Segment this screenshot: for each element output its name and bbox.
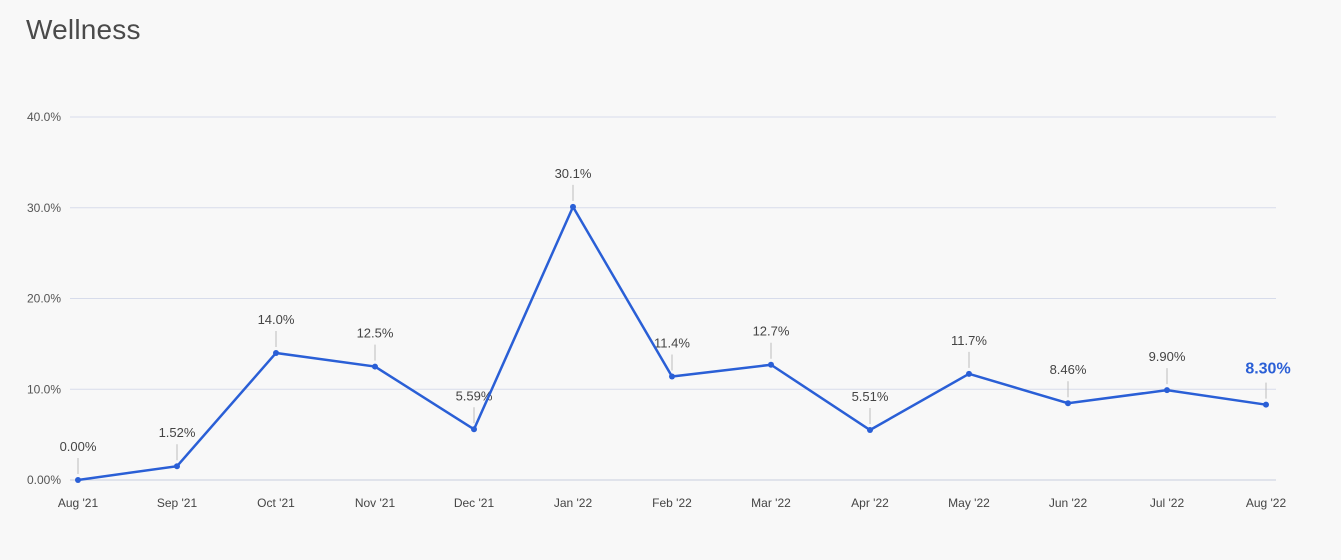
data-point bbox=[966, 370, 972, 377]
data-point bbox=[1065, 400, 1071, 407]
data-label: 11.4% bbox=[654, 336, 690, 351]
data-label: 9.90% bbox=[1149, 349, 1186, 364]
data-point bbox=[1164, 387, 1170, 394]
data-point bbox=[273, 349, 279, 356]
x-tick-label: May '22 bbox=[948, 496, 990, 510]
x-tick-label: Aug '22 bbox=[1246, 496, 1287, 510]
data-point bbox=[570, 203, 576, 210]
data-point bbox=[372, 363, 378, 370]
data-label: 11.7% bbox=[951, 333, 987, 348]
data-label: 30.1% bbox=[555, 166, 592, 181]
data-label: 5.51% bbox=[852, 389, 889, 404]
chart-title: Wellness bbox=[26, 14, 141, 45]
data-point bbox=[471, 426, 477, 433]
y-tick-label: 0.00% bbox=[27, 473, 61, 487]
data-label: 8.30% bbox=[1245, 361, 1290, 378]
y-tick-label: 10.0% bbox=[27, 382, 61, 396]
x-tick-label: Jan '22 bbox=[554, 496, 593, 510]
x-tick-label: Jun '22 bbox=[1049, 496, 1088, 510]
data-label: 1.52% bbox=[159, 425, 196, 440]
data-label: 8.46% bbox=[1050, 362, 1087, 377]
data-point bbox=[669, 373, 675, 380]
data-point bbox=[174, 463, 180, 470]
data-point bbox=[1263, 401, 1269, 408]
y-tick-label: 30.0% bbox=[27, 201, 61, 215]
x-tick-label: Aug '21 bbox=[58, 496, 99, 510]
data-label: 12.7% bbox=[753, 324, 790, 339]
data-point bbox=[75, 477, 81, 483]
x-tick-label: Dec '21 bbox=[454, 496, 495, 510]
x-tick-label: Oct '21 bbox=[257, 496, 295, 510]
y-tick-label: 40.0% bbox=[27, 110, 61, 124]
data-label: 12.5% bbox=[357, 326, 394, 341]
x-tick-label: Jul '22 bbox=[1150, 496, 1185, 510]
data-point bbox=[768, 361, 774, 368]
data-label: 5.59% bbox=[456, 388, 493, 403]
data-label: 14.0% bbox=[258, 312, 295, 327]
x-tick-label: Nov '21 bbox=[355, 496, 396, 510]
x-tick-label: Mar '22 bbox=[751, 496, 791, 510]
y-tick-label: 20.0% bbox=[27, 292, 61, 306]
data-point bbox=[867, 426, 873, 433]
x-tick-label: Apr '22 bbox=[851, 496, 889, 510]
x-tick-label: Feb '22 bbox=[652, 496, 692, 510]
x-tick-label: Sep '21 bbox=[157, 496, 198, 510]
data-label: 0.00% bbox=[60, 439, 97, 454]
